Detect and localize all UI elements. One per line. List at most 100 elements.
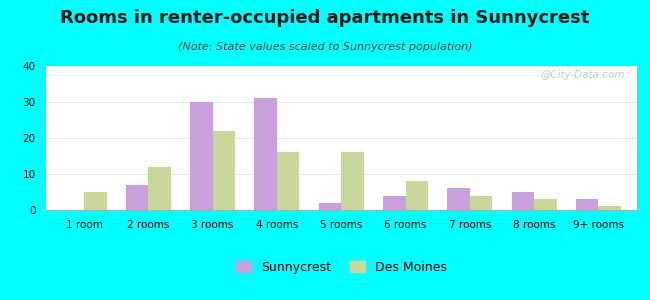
Bar — [46, 125, 637, 127]
Bar — [152, 66, 158, 210]
Bar — [57, 66, 63, 210]
Bar — [625, 66, 631, 210]
Bar — [454, 66, 460, 210]
Bar — [495, 66, 501, 210]
Bar — [383, 196, 406, 210]
Bar — [46, 79, 637, 80]
Bar — [525, 66, 530, 210]
Bar — [46, 155, 637, 157]
Bar — [46, 77, 637, 79]
Bar — [406, 181, 428, 210]
Bar — [383, 66, 389, 210]
Bar — [530, 66, 536, 210]
Bar — [46, 68, 637, 69]
Bar — [46, 144, 637, 145]
Bar — [347, 66, 353, 210]
Bar — [400, 66, 406, 210]
Bar — [619, 66, 625, 210]
Bar — [46, 183, 637, 184]
Bar — [46, 103, 637, 105]
Bar — [306, 66, 312, 210]
Bar — [46, 149, 637, 151]
Bar — [46, 208, 637, 210]
Bar — [46, 171, 637, 172]
Bar — [229, 66, 235, 210]
Bar — [46, 151, 637, 152]
Bar — [46, 141, 637, 142]
Bar — [536, 66, 542, 210]
Bar — [46, 184, 637, 185]
Bar — [447, 188, 470, 210]
Bar — [217, 66, 223, 210]
Bar — [365, 66, 371, 210]
Bar — [211, 66, 217, 210]
Bar — [46, 154, 637, 155]
Bar — [84, 192, 107, 210]
Bar — [282, 66, 288, 210]
Bar — [46, 95, 637, 96]
Bar — [46, 145, 637, 147]
Bar — [412, 66, 418, 210]
Bar — [576, 199, 599, 210]
Bar — [46, 177, 637, 178]
Bar — [584, 66, 590, 210]
Bar — [330, 66, 335, 210]
Bar — [181, 66, 187, 210]
Bar — [46, 127, 637, 128]
Bar — [46, 118, 637, 119]
Text: Rooms in renter-occupied apartments in Sunnycrest: Rooms in renter-occupied apartments in S… — [60, 9, 590, 27]
Bar — [46, 142, 637, 144]
Bar — [259, 66, 265, 210]
Bar — [46, 70, 637, 72]
Bar — [395, 66, 400, 210]
Bar — [46, 96, 637, 98]
Bar — [46, 163, 637, 164]
Bar — [46, 191, 637, 193]
Bar — [46, 190, 637, 191]
Bar — [590, 66, 595, 210]
Bar — [46, 157, 637, 158]
Bar — [270, 66, 276, 210]
Bar — [46, 158, 637, 160]
Bar — [46, 85, 637, 86]
Bar — [477, 66, 483, 210]
Bar — [46, 116, 637, 118]
Bar — [607, 66, 614, 210]
Bar — [46, 181, 637, 183]
Bar — [46, 176, 637, 177]
Bar — [442, 66, 448, 210]
Bar — [46, 83, 637, 85]
Bar — [187, 66, 194, 210]
Bar — [46, 73, 637, 75]
Bar — [389, 66, 395, 210]
Bar — [318, 66, 324, 210]
Bar — [335, 66, 341, 210]
Bar — [46, 76, 637, 77]
Bar — [46, 89, 637, 91]
Bar — [46, 207, 637, 208]
Bar — [46, 167, 637, 168]
Bar — [46, 111, 637, 112]
Bar — [341, 152, 364, 210]
Bar — [46, 115, 637, 116]
Bar — [46, 199, 637, 200]
Bar — [483, 66, 489, 210]
Bar — [46, 129, 637, 131]
Bar — [46, 92, 637, 93]
Bar — [146, 66, 152, 210]
Bar — [46, 66, 51, 210]
Bar — [46, 105, 637, 106]
Bar — [46, 172, 637, 174]
Bar — [312, 66, 318, 210]
Bar — [46, 100, 637, 102]
Bar — [507, 66, 513, 210]
Bar — [46, 204, 637, 206]
Bar — [572, 66, 578, 210]
Bar — [276, 66, 282, 210]
Bar — [46, 174, 637, 176]
Bar — [554, 66, 560, 210]
Bar — [194, 66, 200, 210]
Bar — [560, 66, 566, 210]
Bar — [566, 66, 572, 210]
Bar — [489, 66, 495, 210]
